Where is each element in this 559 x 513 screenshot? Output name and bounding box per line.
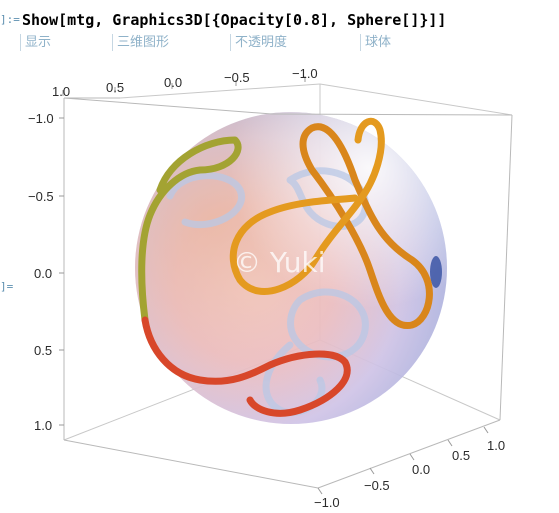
top-axis: 1.0 0.5 0.0 −0.5 −1.0: [52, 66, 318, 99]
bottom-tick-label: 0.5: [452, 448, 470, 463]
left-tick-label: 0.0: [34, 266, 52, 281]
top-tick-label: 1.0: [52, 84, 70, 99]
left-axis: −1.0 −0.5 0.0 0.5 1.0: [28, 111, 64, 433]
top-tick-label: −1.0: [292, 66, 318, 81]
left-tick-label: 1.0: [34, 418, 52, 433]
left-tick-label: −0.5: [28, 189, 54, 204]
left-tick-label: −1.0: [28, 111, 54, 126]
top-tick-label: 0.5: [106, 80, 124, 95]
bottom-tick-label: 0.0: [412, 462, 430, 477]
top-tick-label: −0.5: [224, 70, 250, 85]
bottom-tick-label: −1.0: [314, 495, 340, 510]
bottom-tick-label: 1.0: [487, 438, 505, 453]
watermark: © Yuki: [233, 246, 326, 279]
bottom-tick-label: −0.5: [364, 478, 390, 493]
left-tick-label: 0.5: [34, 343, 52, 358]
bottom-axis: −1.0 −0.5 0.0 0.5 1.0: [314, 427, 505, 510]
top-tick-label: 0.0: [164, 75, 182, 90]
